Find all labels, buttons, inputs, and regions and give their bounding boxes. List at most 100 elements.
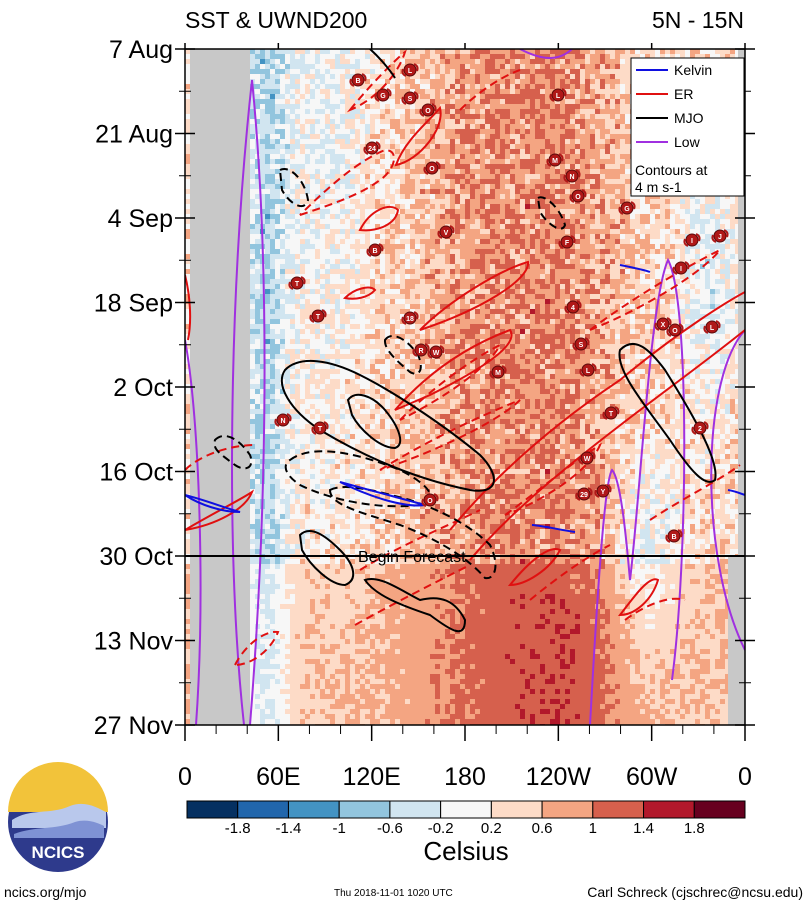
cyclone-marker: W [427, 345, 445, 359]
cyclone-marker: S [401, 91, 419, 105]
cyclone-label: O [575, 194, 581, 201]
legend-label: Low [674, 134, 701, 150]
colorbar-tick-label: 0.2 [481, 820, 502, 837]
colorbar-swatch [541, 800, 594, 819]
colorbar-tick-label: 1 [589, 820, 597, 837]
er-contour-negative [504, 442, 603, 516]
cyclone-label: 2 [698, 426, 702, 433]
er-contour-negative [379, 399, 521, 471]
cyclone-marker: O [666, 323, 684, 337]
cyclone-marker: B [349, 73, 367, 87]
mjo-contour [363, 578, 467, 633]
colorbar-swatch [287, 800, 340, 819]
cyclone-marker: T [602, 406, 620, 420]
cyclone-label: G [624, 206, 630, 213]
colorbar-swatch [490, 800, 543, 819]
x-tick-label: 120E [342, 763, 400, 791]
cyclone-marker: 18 [401, 311, 419, 325]
legend-label: MJO [674, 110, 704, 126]
cyclone-label: 24 [368, 146, 376, 153]
cyclone-marker: I [683, 233, 701, 247]
chart-title-left: SST & UWND200 [185, 7, 367, 33]
cyclone-marker: L [579, 363, 597, 377]
er-contour [394, 328, 513, 411]
footer-url[interactable]: ncics.org/mjo [4, 884, 87, 900]
cyclone-label: 4 [571, 305, 575, 312]
er-contour-negative [649, 464, 741, 521]
cyclone-label: N [569, 174, 574, 181]
x-tick-label: 0 [738, 763, 752, 791]
colorbar-label: Celsius [423, 836, 508, 866]
kelvin-contour [531, 524, 576, 533]
er-contour-negative [529, 544, 611, 601]
cyclone-label: B [372, 248, 377, 255]
colorbar-swatch [440, 800, 492, 819]
colorbar-tick-label: 1.8 [684, 820, 705, 837]
kelvin-contour [185, 494, 241, 513]
cyclone-label: L [586, 368, 591, 375]
low-contour [519, 49, 573, 59]
er-contour-negative [589, 249, 721, 331]
cyclone-marker: R [412, 343, 430, 357]
mjo-contour [369, 49, 396, 79]
kelvin-contour [619, 264, 651, 273]
cyclone-label: L [408, 68, 413, 75]
colorbar-swatch [643, 800, 695, 819]
er-contour [358, 205, 400, 232]
er-contour [185, 274, 192, 341]
cyclone-marker: T [288, 276, 306, 290]
cyclone-marker: B [366, 243, 384, 257]
er-contour [617, 578, 660, 617]
legend: Kelvin ER MJO Low Contours at 4 m s-1 [630, 57, 745, 197]
cyclone-label: L [556, 93, 561, 100]
cyclone-label: W [584, 456, 591, 463]
cyclone-marker: B [665, 529, 683, 543]
cyclone-label: L [710, 325, 715, 332]
cyclone-marker: X [654, 317, 672, 331]
colorbar-swatch [693, 800, 746, 819]
er-contour [394, 105, 442, 167]
low-contour [589, 257, 686, 725]
y-tick-label: 7 Aug [109, 36, 173, 64]
er-contour-negative [185, 444, 256, 471]
cyclone-marker: 24 [363, 141, 381, 155]
low-contour [231, 79, 266, 725]
cyclone-label: Y [601, 489, 606, 496]
er-contour-negative [299, 148, 395, 216]
mjo-contour-negative [278, 168, 310, 208]
mjo-contour [618, 343, 717, 483]
colorbar-swatch [237, 800, 289, 819]
cyclone-marker: O [421, 493, 439, 507]
footer-timestamp: Thu 2018-11-01 1020 UTC [334, 888, 453, 899]
cyclone-marker: L [401, 63, 419, 77]
y-tick-label: 16 Oct [99, 459, 173, 487]
cyclone-label: O [672, 328, 678, 335]
cyclone-marker: L [549, 88, 567, 102]
y-tick-label: 18 Sep [94, 290, 173, 318]
legend-label: ER [674, 86, 693, 102]
er-contour-negative [399, 342, 503, 421]
y-tick-label: 2 Oct [113, 374, 173, 402]
cyclone-marker: N [563, 169, 581, 183]
colorbar-swatch [389, 800, 442, 819]
colorbar-swatch [338, 800, 391, 819]
cyclone-label: 29 [580, 492, 588, 499]
er-contour [185, 489, 255, 531]
cyclone-label: S [579, 342, 584, 349]
er-contour [419, 260, 530, 331]
legend-label: Kelvin [674, 62, 712, 78]
cyclone-marker: J [711, 229, 729, 243]
colorbar-tick-label: -1.4 [276, 820, 302, 837]
cyclone-marker: L [703, 320, 721, 334]
cyclone-marker: V [437, 225, 455, 239]
ncics-logo: NCICS [8, 762, 108, 872]
cyclone-marker: M [489, 365, 507, 379]
cyclone-marker: F [558, 235, 576, 249]
cyclone-label: W [433, 350, 440, 357]
cyclone-label: F [565, 240, 570, 247]
cyclone-label: X [661, 322, 666, 329]
cyclone-label: G [380, 93, 386, 100]
er-contour-negative [233, 630, 280, 667]
cyclone-label: M [495, 370, 501, 377]
